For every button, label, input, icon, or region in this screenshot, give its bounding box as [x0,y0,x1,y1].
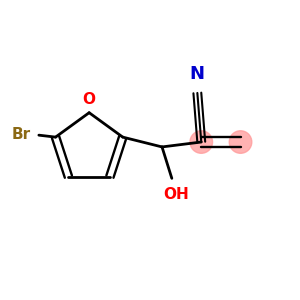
Circle shape [229,131,252,153]
Text: OH: OH [163,187,189,202]
Circle shape [190,131,213,153]
Text: Br: Br [12,127,31,142]
Text: O: O [82,92,96,107]
Text: N: N [190,65,205,83]
